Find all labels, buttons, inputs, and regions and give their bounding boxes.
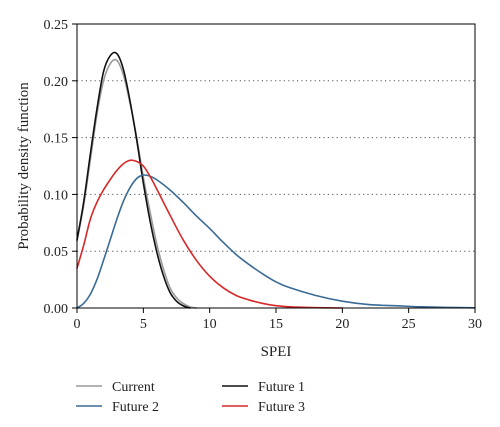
series-lines <box>76 51 476 309</box>
x-tick-label: 15 <box>269 317 283 332</box>
series-line-future-3 <box>76 159 344 309</box>
y-tick-label: 0.00 <box>44 302 69 317</box>
y-tick-label: 0.20 <box>44 75 69 90</box>
series-line-current <box>76 58 198 309</box>
x-tick-label: 30 <box>468 317 482 332</box>
x-tick-label: 25 <box>402 317 416 332</box>
x-axis-ticks: 0 5 10 15 20 25 30 <box>74 308 482 332</box>
plot-frame <box>76 23 476 309</box>
y-axis-label: Probability density function <box>16 82 32 250</box>
x-tick-label: 20 <box>335 317 349 332</box>
x-tick-label: 10 <box>203 317 217 332</box>
y-tick-label: 0.15 <box>44 132 69 147</box>
gridlines <box>77 80 475 252</box>
y-axis-ticks: 0.00 0.05 0.10 0.15 0.20 0.25 <box>44 18 77 317</box>
x-tick-label: 0 <box>74 317 81 332</box>
legend-label: Future 1 <box>258 380 305 395</box>
legend-label: Current <box>112 380 155 395</box>
legend-label: Future 3 <box>258 400 305 415</box>
series-line-future-1 <box>76 51 191 309</box>
legend-label: Future 2 <box>112 400 159 415</box>
x-tick-label: 5 <box>140 317 147 332</box>
series-line-future-2 <box>76 174 476 309</box>
y-tick-label: 0.10 <box>44 188 69 203</box>
y-tick-label: 0.25 <box>44 18 69 33</box>
legend: Current Future 1 Future 2 Future 3 <box>76 380 305 415</box>
x-axis-label: SPEI <box>261 344 292 360</box>
y-tick-label: 0.05 <box>44 245 69 260</box>
